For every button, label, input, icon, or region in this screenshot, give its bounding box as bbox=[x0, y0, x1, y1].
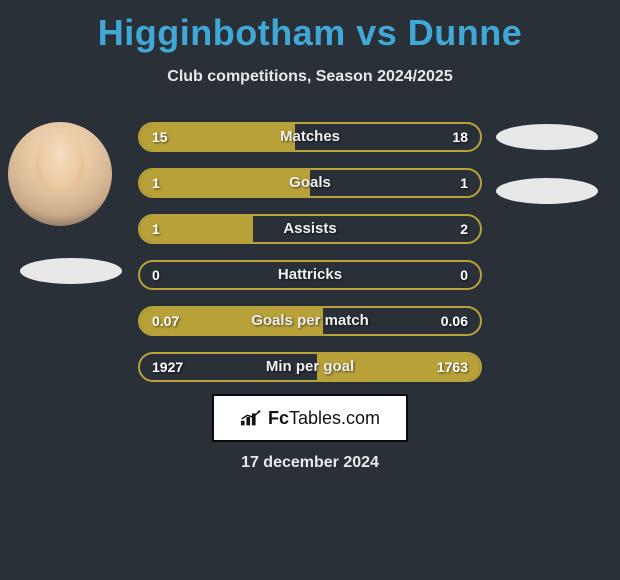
decor-ellipse bbox=[496, 178, 598, 204]
stat-value-right: 0 bbox=[460, 262, 468, 288]
stat-label: Goals per match bbox=[140, 308, 480, 334]
page-title: Higginbotham vs Dunne bbox=[0, 0, 620, 54]
brand-text-strong: Fc bbox=[268, 408, 289, 428]
stat-row: Assists1 2 bbox=[138, 214, 482, 244]
stat-value-right: 1763 bbox=[437, 354, 468, 380]
footer-date: 17 december 2024 bbox=[0, 454, 620, 472]
stat-row: Matches15 18 bbox=[138, 122, 482, 152]
stat-value-left: 15 bbox=[152, 124, 168, 150]
stat-row: Min per goal1927 1763 bbox=[138, 352, 482, 382]
stat-row: Goals1 1 bbox=[138, 168, 482, 198]
stat-label: Goals bbox=[140, 170, 480, 196]
brand-text: FcTables.com bbox=[268, 408, 380, 429]
stat-row: Goals per match0.07 0.06 bbox=[138, 306, 482, 336]
brand-text-rest: Tables.com bbox=[289, 408, 380, 428]
stat-value-left: 0 bbox=[152, 262, 160, 288]
stat-label: Assists bbox=[140, 216, 480, 242]
stat-value-right: 0.06 bbox=[441, 308, 468, 334]
stat-label: Matches bbox=[140, 124, 480, 150]
stat-value-left: 1927 bbox=[152, 354, 183, 380]
brand-box: FcTables.com bbox=[212, 394, 408, 442]
decor-ellipse bbox=[20, 258, 122, 284]
stat-value-left: 1 bbox=[152, 170, 160, 196]
stat-value-right: 18 bbox=[452, 124, 468, 150]
stats-container: Matches1518Goals11Assists12Hattricks00Go… bbox=[138, 122, 482, 398]
decor-ellipse bbox=[496, 124, 598, 150]
stat-value-right: 2 bbox=[460, 216, 468, 242]
subtitle: Club competitions, Season 2024/2025 bbox=[0, 68, 620, 86]
stat-label: Hattricks bbox=[140, 262, 480, 288]
player-left-avatar bbox=[8, 122, 112, 226]
stat-value-right: 1 bbox=[460, 170, 468, 196]
brand-chart-icon bbox=[240, 409, 262, 427]
stat-value-left: 1 bbox=[152, 216, 160, 242]
stat-value-left: 0.07 bbox=[152, 308, 179, 334]
stat-row: Hattricks0 0 bbox=[138, 260, 482, 290]
stat-label: Min per goal bbox=[140, 354, 480, 380]
